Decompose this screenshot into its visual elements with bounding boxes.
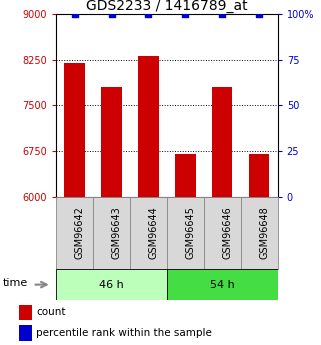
Bar <box>93 197 130 269</box>
Bar <box>249 154 269 197</box>
Text: GSM96643: GSM96643 <box>111 207 122 259</box>
Bar <box>56 197 93 269</box>
Text: GSM96644: GSM96644 <box>148 207 159 259</box>
Point <box>256 11 262 17</box>
Bar <box>241 197 278 269</box>
Point <box>72 11 77 17</box>
Bar <box>56 269 167 300</box>
Point <box>109 11 114 17</box>
Title: GDS2233 / 1416789_at: GDS2233 / 1416789_at <box>86 0 248 13</box>
Text: count: count <box>36 307 66 317</box>
Bar <box>101 87 122 197</box>
Bar <box>175 154 195 197</box>
Bar <box>19 305 32 320</box>
Bar <box>138 56 159 197</box>
Point <box>146 11 151 17</box>
Text: GSM96642: GSM96642 <box>74 206 85 259</box>
Bar <box>204 197 241 269</box>
Text: GSM96645: GSM96645 <box>186 206 195 259</box>
Point <box>183 11 188 17</box>
Text: time: time <box>3 278 28 288</box>
Text: GSM96646: GSM96646 <box>222 207 232 259</box>
Bar <box>167 197 204 269</box>
Bar <box>19 325 32 341</box>
Text: 46 h: 46 h <box>99 280 124 289</box>
Point <box>220 11 225 17</box>
Text: 54 h: 54 h <box>210 280 235 289</box>
Text: GSM96648: GSM96648 <box>259 207 269 259</box>
Bar <box>65 62 85 197</box>
Bar <box>167 269 278 300</box>
Bar <box>212 87 232 197</box>
Text: percentile rank within the sample: percentile rank within the sample <box>36 328 212 338</box>
Bar <box>130 197 167 269</box>
